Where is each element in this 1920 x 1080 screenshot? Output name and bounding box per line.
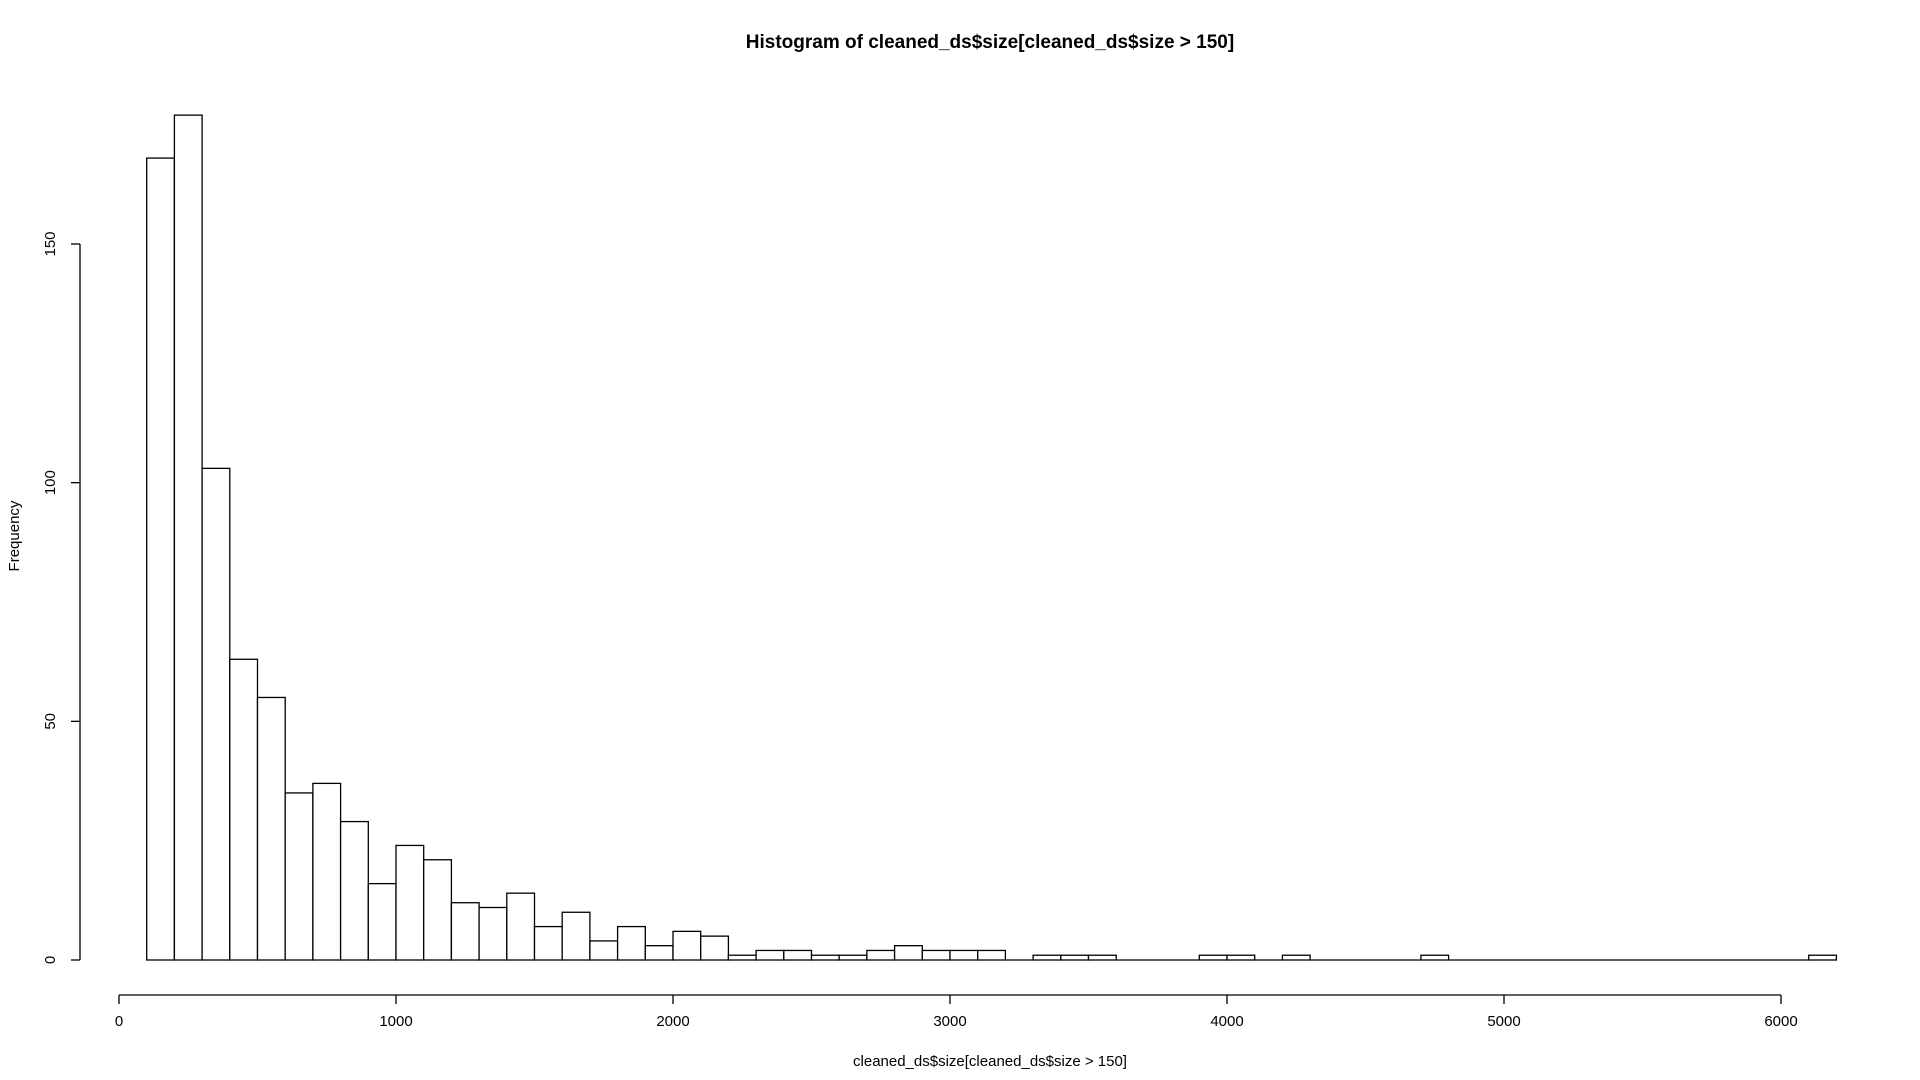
histogram-bar — [755, 949, 785, 961]
histogram-bar — [783, 949, 813, 961]
histogram-bar — [146, 157, 176, 961]
histogram-bar — [921, 949, 951, 961]
histogram-bar — [672, 930, 702, 961]
x-tick-label: 1000 — [379, 1013, 412, 1030]
x-axis-title: cleaned_ds$size[cleaned_ds$size > 150] — [853, 1053, 1127, 1070]
y-tick-label: 50 — [42, 713, 59, 730]
histogram-bar — [395, 844, 425, 961]
histogram-bar — [367, 882, 397, 961]
histogram-bar — [1281, 954, 1311, 961]
histogram-bar — [700, 935, 730, 961]
chart-title: Histogram of cleaned_ds$size[cleaned_ds$… — [746, 32, 1234, 53]
histogram-bar — [727, 954, 757, 961]
x-tick-label: 5000 — [1487, 1013, 1520, 1030]
histogram-bar — [533, 925, 563, 961]
x-tick-label: 6000 — [1764, 1013, 1797, 1030]
histogram-bar — [893, 945, 923, 961]
histogram-bar — [450, 902, 480, 961]
histogram-bar — [1060, 954, 1090, 961]
x-tick-label: 2000 — [656, 1013, 689, 1030]
histogram-bar — [561, 911, 591, 961]
histogram-bar — [256, 696, 286, 961]
histogram-bar — [644, 945, 674, 961]
histogram-bar — [506, 892, 536, 961]
histogram-bar — [1808, 954, 1838, 961]
histogram-bar — [201, 467, 231, 961]
x-axis: 0 1000 2000 3000 4000 5000 6000 — [115, 994, 1798, 1030]
histogram-bar — [339, 820, 369, 961]
y-tick-label: 0 — [42, 956, 59, 964]
histogram-bars — [146, 114, 1838, 961]
histogram-bar — [1226, 954, 1256, 961]
x-tick-label: 4000 — [1210, 1013, 1243, 1030]
histogram-bar — [1087, 954, 1117, 961]
y-tick-label: 100 — [42, 470, 59, 495]
histogram-bar — [616, 925, 646, 961]
histogram-bar — [173, 114, 203, 961]
histogram-bar — [949, 949, 979, 961]
histogram-bar — [478, 906, 508, 961]
histogram-bar — [1198, 954, 1228, 961]
histogram-bar — [1420, 954, 1450, 961]
histogram-bar — [810, 954, 840, 961]
histogram-bar — [1032, 954, 1062, 961]
histogram-bar — [312, 782, 342, 961]
x-tick-label: 0 — [115, 1013, 123, 1030]
y-tick-label: 150 — [42, 231, 59, 256]
histogram-bar — [866, 949, 896, 961]
histogram-bar — [589, 940, 619, 961]
histogram-bar — [977, 949, 1007, 961]
histogram-bar — [284, 792, 314, 961]
histogram-bar — [423, 859, 453, 961]
histogram-bar — [838, 954, 868, 961]
histogram-bar — [229, 658, 259, 961]
x-tick-label: 3000 — [933, 1013, 966, 1030]
y-axis-title: Frequency — [6, 500, 23, 571]
y-axis: 0 50 100 150 — [42, 231, 81, 964]
